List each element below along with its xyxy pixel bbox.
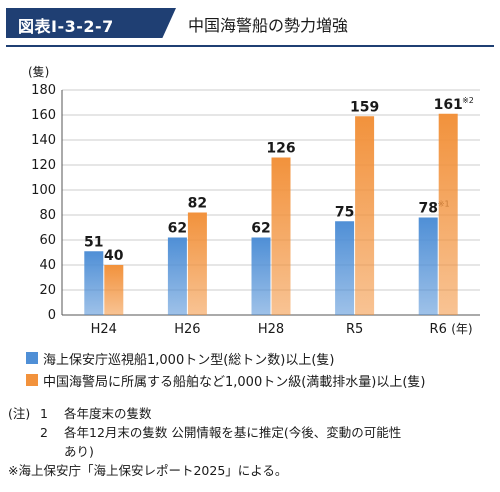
header-rule [6, 45, 494, 47]
y-tick-label: 160 [31, 108, 56, 123]
y-tick-label: 100 [31, 183, 56, 198]
bar-japan [418, 217, 438, 315]
data-label: 82 [188, 196, 207, 212]
data-label: 62 [168, 221, 187, 237]
data-label: 51 [84, 234, 103, 250]
legend-swatch-orange [26, 374, 38, 386]
chart-area: (隻) 0 20 40 60 80 100 120 140 160 180 51 40 H24 62 82 H2… [6, 56, 492, 390]
legend-swatch-blue [26, 352, 38, 364]
note-line: (注) 1 各年度末の隻数 [8, 404, 494, 423]
bar-japan [335, 221, 355, 315]
note-line: あり) [8, 442, 494, 461]
x-tick-label: R5 [346, 322, 363, 337]
notes-section: (注) 1 各年度末の隻数 2 各年12月末の隻数 公開情報を基に推定(今後、変… [8, 404, 494, 480]
y-tick-label: 0 [48, 308, 56, 323]
bar-chart: (隻)0204060801001201401601805140H246282H2… [28, 64, 480, 337]
data-label: 62 [251, 221, 270, 237]
y-tick-label: 180 [31, 83, 56, 98]
x-tick-label: H24 [91, 322, 117, 337]
figure-id-tab: 図表Ⅰ-3-2-7 [6, 8, 176, 38]
note-text: 各年12月末の隻数 公開情報を基に推定(今後、変動の可能性 [64, 425, 402, 440]
bar-china [187, 212, 207, 315]
bar-china [438, 113, 458, 315]
data-label: 78 [418, 201, 437, 217]
legend-label: 中国海警局に所属する船舶など1,000トン級(満載排水量)以上(隻) [43, 375, 426, 390]
data-label: 159 [350, 99, 379, 115]
note-text: 各年度末の隻数 [64, 406, 152, 421]
y-tick-label: 120 [31, 158, 56, 173]
x-tick-label: H26 [174, 322, 200, 337]
notes-prefix: (注) [8, 406, 31, 421]
figure-header: 図表Ⅰ-3-2-7 中国海警船の勢力増強 [0, 0, 500, 47]
data-label: 40 [104, 248, 124, 264]
legend-label: 海上保安庁巡視船1,000トン型(総トン数)以上(隻) [43, 353, 335, 368]
bar-china [104, 265, 124, 315]
figure-id: 図表Ⅰ-3-2-7 [18, 17, 114, 36]
y-tick-label: 140 [31, 133, 56, 148]
note-number: 2 [40, 425, 48, 440]
y-tick-label: 80 [39, 208, 56, 223]
note-line: 2 各年12月末の隻数 公開情報を基に推定(今後、変動の可能性 [8, 423, 494, 442]
chart-legend: 海上保安庁巡視船1,000トン型(総トン数)以上(隻) 中国海警局に所属する船舶… [26, 348, 486, 392]
data-label: 126 [266, 141, 295, 157]
bar-japan [84, 251, 104, 315]
figure-title: 中国海警船の勢力増強 [188, 16, 349, 35]
bar-japan [251, 237, 271, 315]
y-unit-label: (隻) [28, 64, 49, 79]
data-label-note: ※2 [462, 96, 474, 105]
x-unit-label: (年) [451, 322, 472, 336]
data-label: 161 [434, 97, 463, 113]
legend-item-china: 中国海警局に所属する船舶など1,000トン級(満載排水量)以上(隻) [26, 370, 486, 392]
bar-china [355, 116, 375, 315]
bar-japan [167, 237, 187, 315]
y-tick-label: 20 [39, 283, 56, 298]
x-tick-label: H28 [258, 322, 284, 337]
source-note: ※海上保安庁「海上保安レポート2025」による。 [8, 463, 288, 478]
legend-item-japan: 海上保安庁巡視船1,000トン型(総トン数)以上(隻) [26, 348, 486, 370]
note-line: ※海上保安庁「海上保安レポート2025」による。 [8, 461, 494, 480]
note-number: 1 [40, 406, 48, 421]
x-tick-label: R6 [430, 322, 447, 337]
y-tick-label: 60 [39, 233, 56, 248]
data-label: 75 [335, 204, 354, 220]
note-text: あり) [64, 444, 94, 459]
y-tick-label: 40 [39, 258, 56, 273]
bar-china [271, 157, 291, 315]
